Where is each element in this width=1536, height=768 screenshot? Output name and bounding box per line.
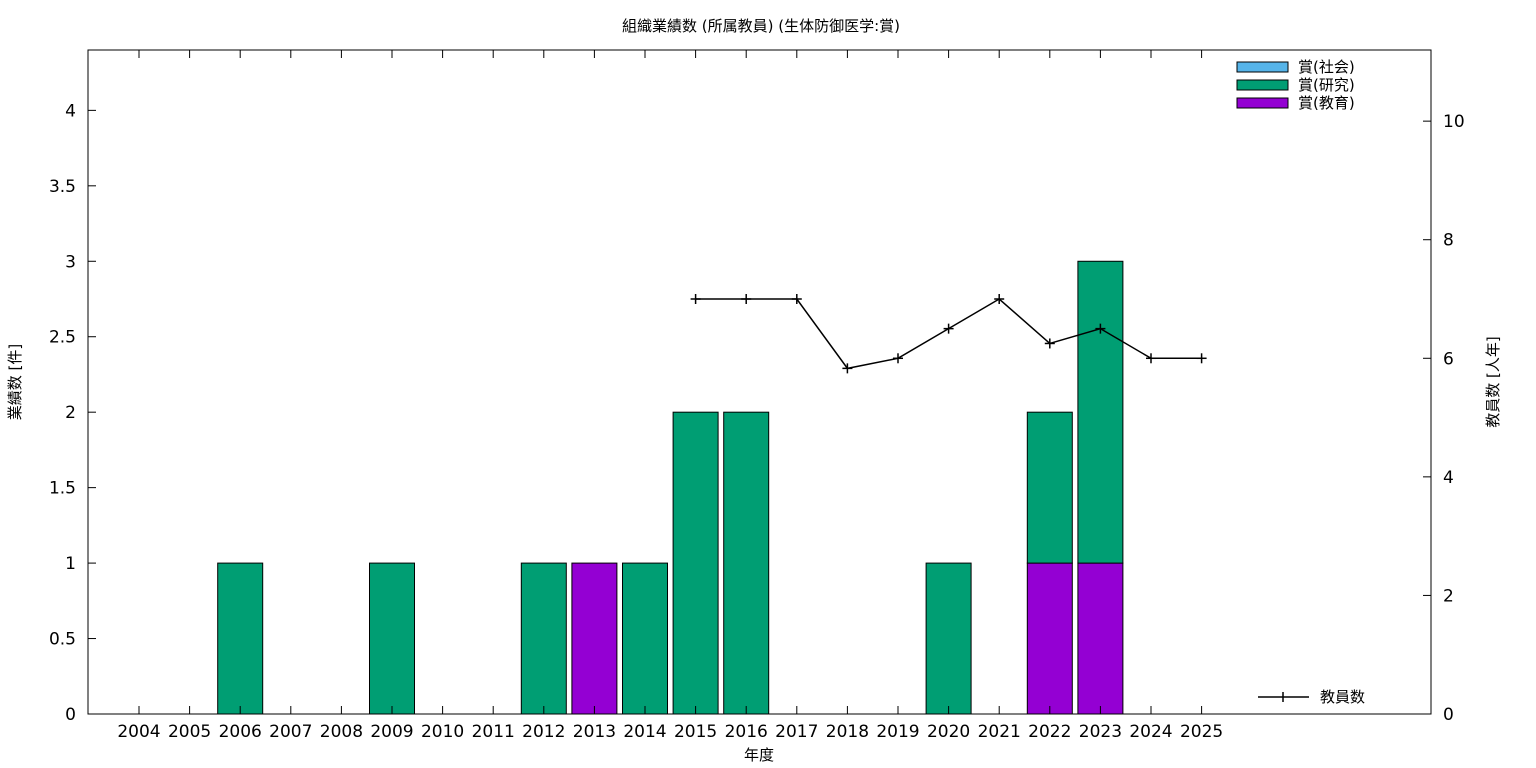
legend-label-賞教育: 賞(教育) bbox=[1298, 94, 1355, 112]
x-axis-title: 年度 bbox=[744, 746, 774, 764]
line-point-2017 bbox=[791, 294, 802, 304]
bar-2013-賞教育 bbox=[571, 562, 618, 715]
x-tick-label: 2004 bbox=[117, 722, 160, 742]
bars-layer bbox=[217, 260, 1124, 715]
bar-2020-賞研究 bbox=[925, 562, 972, 715]
x-tick-label: 2016 bbox=[725, 722, 768, 742]
x-tick-label: 2006 bbox=[219, 722, 262, 742]
line-point-2023 bbox=[1095, 323, 1106, 334]
x-tick-label: 2020 bbox=[927, 722, 970, 742]
line-point-2018 bbox=[842, 363, 853, 374]
x-tick-label: 2007 bbox=[269, 722, 312, 742]
x-tick-label: 2011 bbox=[472, 722, 515, 742]
legend-label-line: 教員数 bbox=[1320, 688, 1365, 706]
line-point-2020 bbox=[943, 323, 954, 334]
legend: 賞(社会)賞(研究)賞(教育) 教員数 bbox=[1236, 58, 1365, 706]
y2-tick-label: 2 bbox=[1443, 586, 1454, 606]
x-tick-label: 2025 bbox=[1180, 722, 1223, 742]
y-tick-label: 2.5 bbox=[49, 328, 76, 348]
y-axis-title: 業績数 [件] bbox=[6, 344, 24, 420]
x-tick-label: 2022 bbox=[1028, 722, 1071, 742]
y2-axis-title: 教員数 [人年] bbox=[1484, 336, 1502, 427]
line-point-2022 bbox=[1044, 338, 1055, 349]
y-tick-label: 4 bbox=[65, 101, 76, 121]
line-point-2025 bbox=[1196, 353, 1207, 364]
y-tick-label: 0 bbox=[65, 705, 76, 725]
y-tick-label: 3.5 bbox=[49, 177, 76, 197]
line-point-2019 bbox=[893, 353, 903, 364]
x-tick-label: 2023 bbox=[1079, 722, 1122, 742]
x-tick-label: 2009 bbox=[370, 722, 413, 742]
y-tick-label: 0.5 bbox=[49, 630, 76, 650]
x-tick-label: 2013 bbox=[573, 722, 616, 742]
y-tick-label: 1 bbox=[65, 554, 76, 574]
bar-2012-賞研究 bbox=[520, 562, 567, 715]
bar-2006-賞研究 bbox=[217, 562, 264, 715]
y-tick-label: 1.5 bbox=[49, 479, 76, 499]
y2-tick-label: 10 bbox=[1443, 112, 1465, 132]
bar-2022-賞教育 bbox=[1026, 562, 1073, 715]
y2-tick-label: 0 bbox=[1443, 705, 1454, 725]
legend-label-賞研究: 賞(研究) bbox=[1298, 76, 1355, 94]
plot-frame bbox=[87, 49, 1432, 715]
bar-2023-賞教育 bbox=[1077, 562, 1124, 715]
legend-swatch-賞教育 bbox=[1236, 97, 1289, 109]
chart-title: 組織業績数 (所属教員) (生体防御医学:賞) bbox=[622, 17, 900, 35]
x-tick-label: 2010 bbox=[421, 722, 464, 742]
bar-2015-賞研究 bbox=[672, 411, 719, 715]
x-tick-label: 2024 bbox=[1129, 722, 1172, 742]
ticks-layer: 0 0.5 1 1.5 2 2.5 3 3.5 4 0 2 4 6 8 10 2004 2005 2006 2007… bbox=[49, 50, 1465, 742]
line-point-2024 bbox=[1146, 353, 1156, 364]
bar-2014-賞研究 bbox=[622, 562, 668, 715]
x-tick-label: 2019 bbox=[876, 722, 919, 742]
bar-2016-賞研究 bbox=[723, 411, 770, 715]
bar-2023-賞研究 bbox=[1077, 260, 1124, 564]
line-layer bbox=[690, 294, 1207, 374]
legend-swatch-賞社会 bbox=[1236, 61, 1289, 73]
bar-2022-賞研究 bbox=[1026, 411, 1073, 564]
line-point-2015 bbox=[690, 294, 701, 304]
x-tick-label: 2008 bbox=[320, 722, 363, 742]
y-tick-label: 2 bbox=[65, 403, 76, 423]
y-tick-label: 3 bbox=[65, 252, 76, 272]
x-tick-label: 2005 bbox=[168, 722, 211, 742]
line-series-path bbox=[695, 298, 1202, 370]
x-tick-label: 2017 bbox=[775, 722, 818, 742]
y2-tick-label: 4 bbox=[1443, 468, 1454, 488]
legend-label-賞社会: 賞(社会) bbox=[1298, 58, 1355, 76]
x-tick-label: 2015 bbox=[674, 722, 717, 742]
x-tick-label: 2014 bbox=[623, 722, 666, 742]
x-tick-label: 2021 bbox=[978, 722, 1021, 742]
y2-tick-label: 8 bbox=[1443, 231, 1454, 251]
x-tick-label: 2012 bbox=[522, 722, 565, 742]
legend-swatch-賞研究 bbox=[1236, 79, 1289, 91]
line-point-2021 bbox=[994, 294, 1005, 304]
y2-tick-label: 6 bbox=[1443, 349, 1454, 369]
bar-2009-賞研究 bbox=[369, 562, 415, 715]
x-tick-label: 2018 bbox=[826, 722, 869, 742]
line-point-2016 bbox=[741, 294, 752, 304]
